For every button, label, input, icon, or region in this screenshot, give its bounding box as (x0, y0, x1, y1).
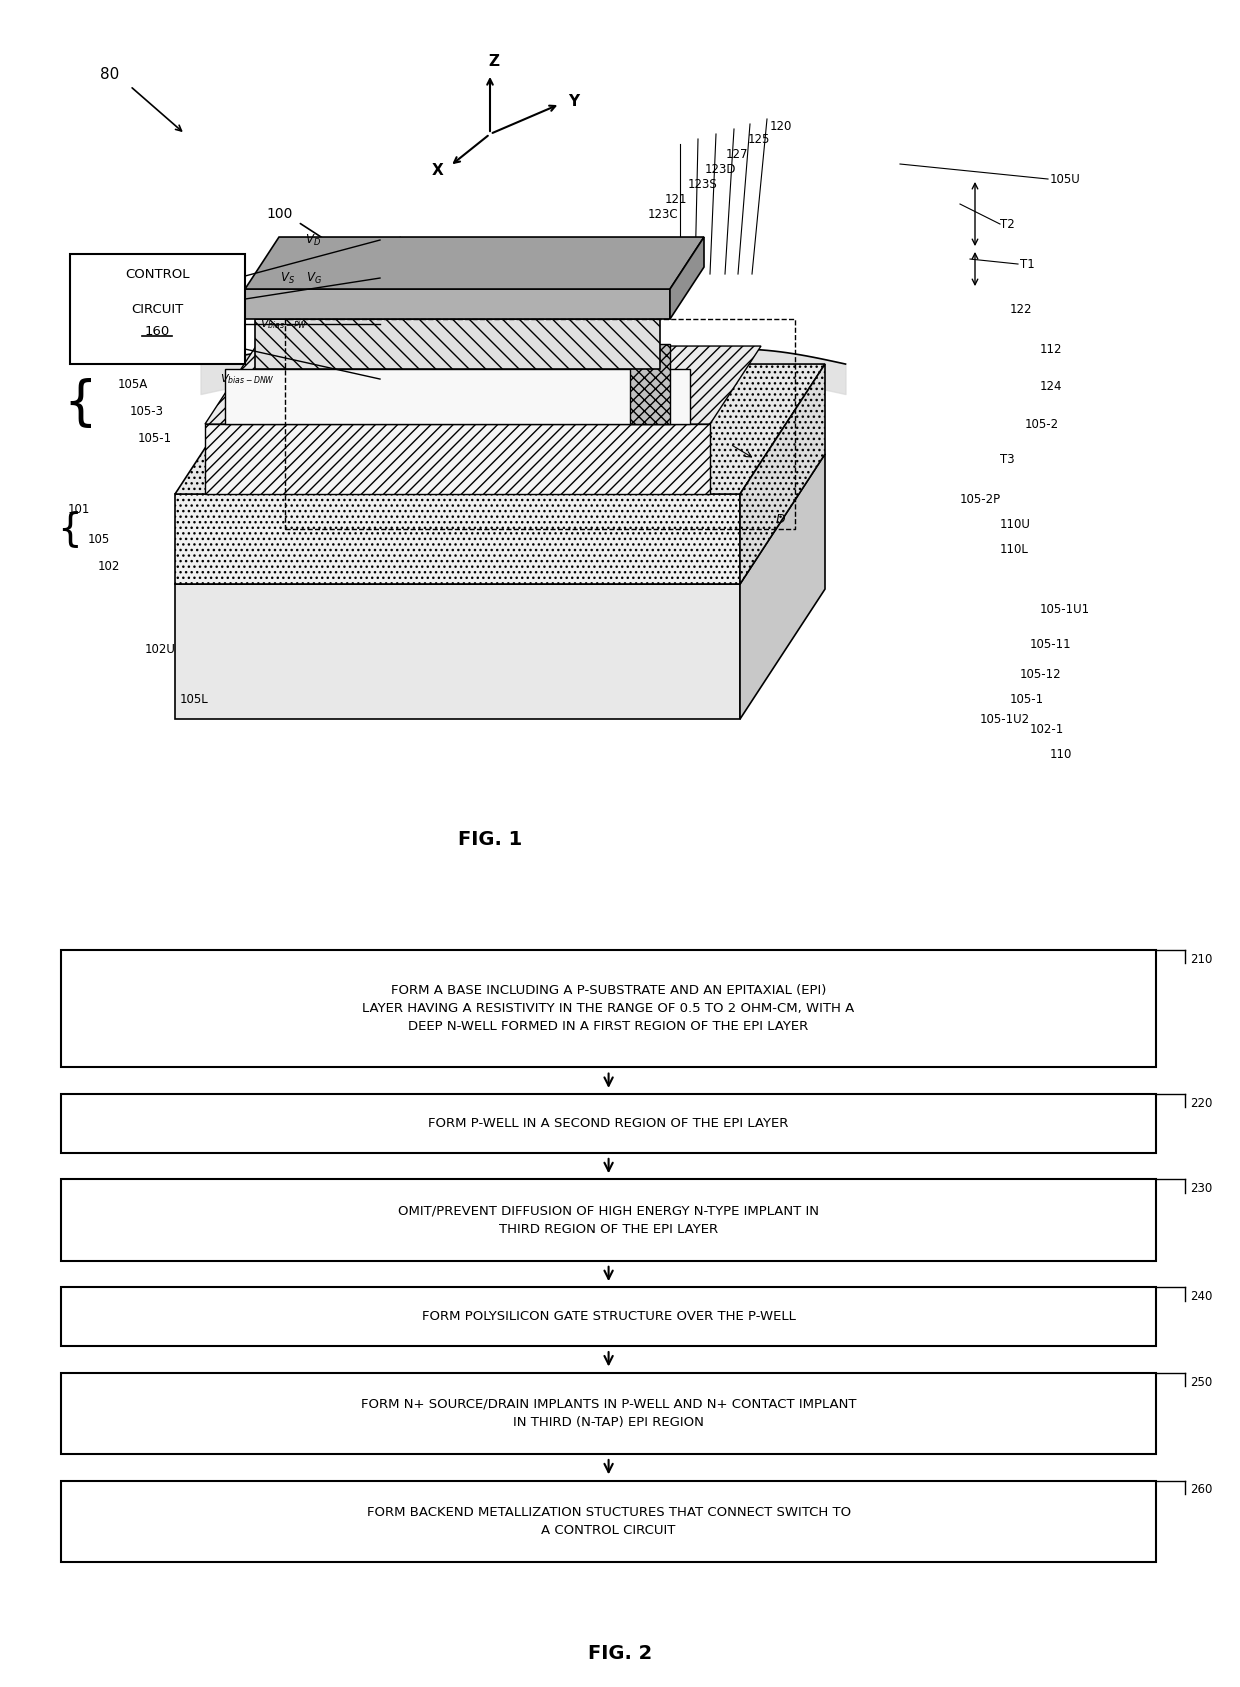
Text: 240: 240 (1190, 1291, 1213, 1304)
Text: 125: 125 (748, 133, 770, 145)
Text: 105-11: 105-11 (1030, 638, 1071, 651)
Text: 105U: 105U (1050, 172, 1081, 186)
Text: FORM BACKEND METALLIZATION STUCTURES THAT CONNECT SWITCH TO
A CONTROL CIRCUIT: FORM BACKEND METALLIZATION STUCTURES THA… (367, 1505, 851, 1537)
Text: 102U: 102U (145, 643, 176, 656)
Bar (61, 950, 1156, 1068)
Text: FIG. 2: FIG. 2 (588, 1645, 652, 1663)
Text: 124: 124 (1040, 380, 1063, 393)
Text: 102: 102 (98, 560, 120, 572)
Text: 127: 127 (725, 147, 749, 160)
Text: 110L: 110L (999, 543, 1029, 555)
Text: 105-2: 105-2 (140, 342, 174, 356)
Text: $V_D$: $V_D$ (305, 233, 321, 248)
Text: 105-12: 105-12 (1021, 668, 1061, 680)
Text: 105: 105 (88, 533, 110, 545)
Text: 110: 110 (1050, 747, 1073, 761)
Text: 105-2: 105-2 (1025, 418, 1059, 430)
Text: $V_S$: $V_S$ (280, 270, 295, 285)
Text: 112: 112 (1040, 342, 1063, 356)
Text: T1: T1 (1021, 258, 1034, 270)
Polygon shape (175, 494, 740, 584)
Text: {: { (57, 509, 82, 548)
Text: 105-1: 105-1 (1011, 693, 1044, 705)
Polygon shape (255, 255, 703, 319)
Bar (61, 1373, 1156, 1454)
Bar (61, 1481, 1156, 1562)
Polygon shape (740, 454, 825, 719)
Text: FORM P-WELL IN A SECOND REGION OF THE EPI LAYER: FORM P-WELL IN A SECOND REGION OF THE EP… (428, 1117, 789, 1130)
Text: 123D: 123D (706, 162, 737, 175)
Text: Y: Y (568, 93, 579, 108)
Text: 102-1: 102-1 (1030, 722, 1064, 736)
Text: 105-1: 105-1 (138, 432, 172, 445)
Polygon shape (670, 238, 704, 319)
Polygon shape (246, 288, 670, 319)
Polygon shape (246, 238, 704, 288)
Text: $V_{bias-DNW}$: $V_{bias-DNW}$ (219, 373, 275, 386)
Text: 105-3: 105-3 (130, 405, 164, 418)
Text: OMIT/PREVENT DIFFUSION OF HIGH ENERGY N-TYPE IMPLANT IN
THIRD REGION OF THE EPI : OMIT/PREVENT DIFFUSION OF HIGH ENERGY N-… (398, 1205, 820, 1235)
Text: FORM N+ SOURCE/DRAIN IMPLANTS IN P-WELL AND N+ CONTACT IMPLANT
IN THIRD (N-TAP) : FORM N+ SOURCE/DRAIN IMPLANTS IN P-WELL … (361, 1399, 857, 1429)
Polygon shape (205, 346, 761, 423)
Text: X: X (432, 162, 443, 177)
Polygon shape (175, 364, 825, 494)
Text: FORM POLYSILICON GATE STRUCTURE OVER THE P-WELL: FORM POLYSILICON GATE STRUCTURE OVER THE… (422, 1311, 796, 1323)
Text: $V_{bias-PW}$: $V_{bias-PW}$ (260, 317, 308, 331)
Text: 105-1U2: 105-1U2 (980, 712, 1030, 725)
Text: 260: 260 (1190, 1483, 1213, 1496)
Polygon shape (175, 584, 740, 719)
Bar (61, 1287, 1156, 1346)
Text: 105L: 105L (180, 693, 208, 705)
Text: 220: 220 (1190, 1097, 1213, 1110)
Text: 160: 160 (144, 324, 170, 337)
Text: {: { (63, 378, 97, 430)
Text: 105-2P: 105-2P (960, 493, 1001, 506)
Text: CIRCUIT: CIRCUIT (131, 302, 184, 315)
Text: T3: T3 (999, 452, 1014, 466)
Text: FIG. 1: FIG. 1 (458, 830, 522, 849)
Polygon shape (175, 454, 825, 584)
Text: 110U: 110U (999, 518, 1030, 531)
Text: 123C: 123C (649, 208, 678, 221)
Polygon shape (205, 423, 711, 494)
Text: T2: T2 (999, 218, 1014, 231)
Polygon shape (224, 369, 689, 423)
Bar (61, 1179, 1156, 1260)
Bar (69, 255, 246, 364)
Polygon shape (740, 364, 825, 584)
Text: CONTROL: CONTROL (125, 268, 190, 280)
Text: $V_G$: $V_G$ (306, 270, 322, 285)
Text: D: D (775, 513, 785, 526)
Polygon shape (255, 319, 660, 369)
Text: 120: 120 (770, 120, 792, 133)
Text: 230: 230 (1190, 1183, 1213, 1196)
Text: 105A: 105A (118, 378, 149, 391)
Text: 105-1U1: 105-1U1 (1040, 602, 1090, 616)
Polygon shape (630, 344, 670, 423)
Text: 101: 101 (68, 503, 91, 516)
Text: FORM A BASE INCLUDING A P-SUBSTRATE AND AN EPITAXIAL (EPI)
LAYER HAVING A RESIST: FORM A BASE INCLUDING A P-SUBSTRATE AND … (362, 984, 854, 1032)
Text: Z: Z (489, 54, 500, 69)
Text: 122: 122 (1011, 302, 1033, 315)
Text: 123S: 123S (688, 177, 718, 191)
Text: 100: 100 (267, 208, 293, 221)
Text: 121: 121 (665, 192, 687, 206)
Text: 210: 210 (1190, 953, 1213, 967)
Bar (61, 1095, 1156, 1152)
Text: 250: 250 (1190, 1375, 1213, 1388)
Text: 80: 80 (100, 66, 119, 81)
